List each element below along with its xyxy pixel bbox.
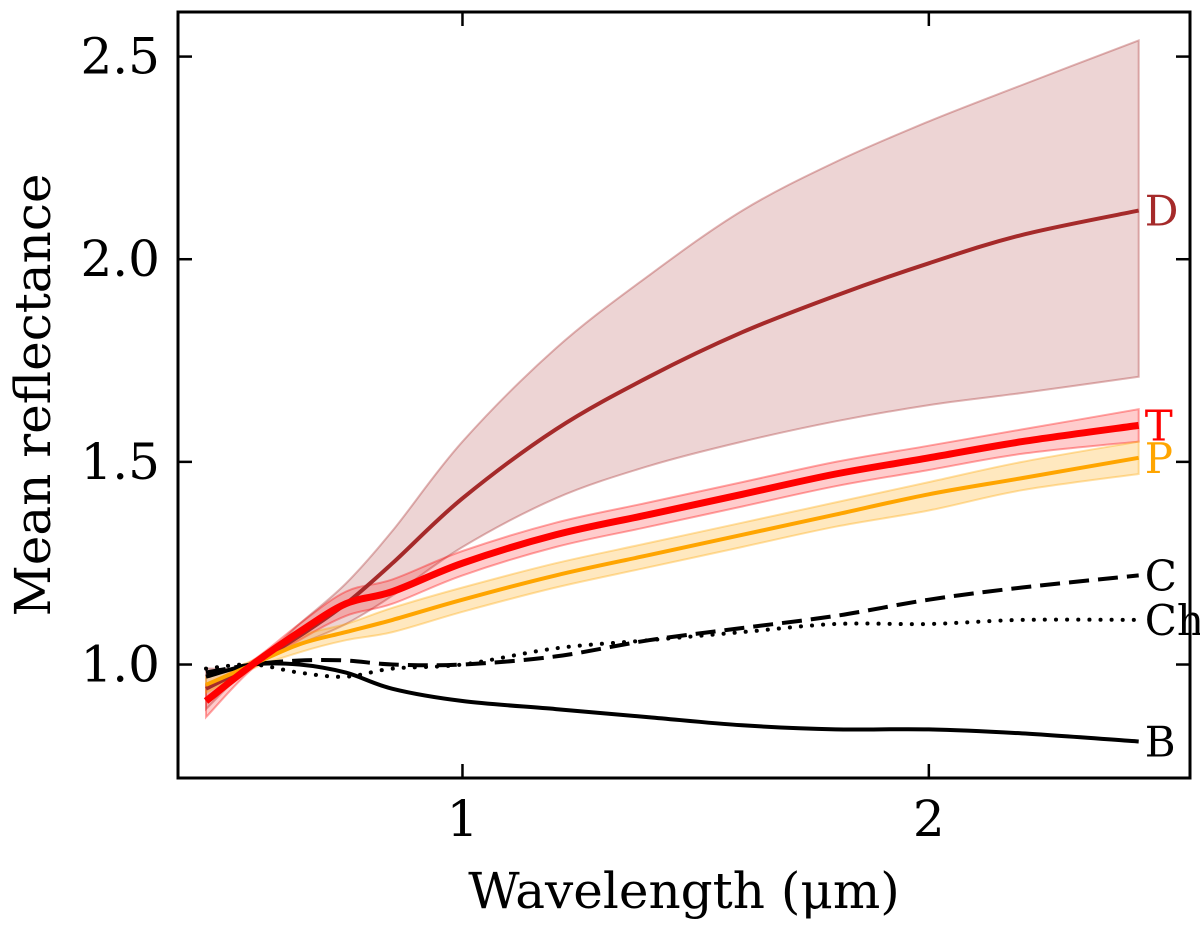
x-tick-label: 2 — [913, 790, 945, 848]
tick-labels: 1 2 1.0 1.5 2.0 2.5 — [80, 28, 944, 848]
series-label-c: C — [1145, 551, 1177, 600]
plot-frame — [176, 10, 1192, 780]
axis-ticks — [178, 12, 1190, 778]
line-b — [205, 661, 1139, 744]
series-labels: B ChC D PT — [1145, 187, 1200, 767]
series-label-d: D — [1145, 187, 1179, 236]
y-tick-label: 1.5 — [80, 433, 160, 491]
line-p — [205, 455, 1140, 687]
series-lines — [203, 208, 1141, 744]
series-label-t: T — [1145, 401, 1173, 450]
band-d — [205, 38, 1140, 712]
line-c — [205, 573, 1139, 675]
x-axis-title: Wavelength (μm) — [468, 862, 900, 920]
series-label-p: P — [1145, 434, 1173, 483]
line-t — [203, 421, 1140, 704]
y-axis-title: Mean reflectance — [4, 174, 62, 617]
y-tick-label: 1.0 — [80, 636, 160, 694]
uncertainty-bands — [205, 38, 1140, 720]
band-p — [205, 440, 1140, 695]
series-label-ch: Ch — [1145, 596, 1200, 645]
x-tick-label: 1 — [447, 790, 479, 848]
y-tick-label: 2.0 — [80, 230, 160, 288]
y-tick-label: 2.5 — [80, 28, 160, 86]
series-label-b: B — [1145, 718, 1176, 767]
